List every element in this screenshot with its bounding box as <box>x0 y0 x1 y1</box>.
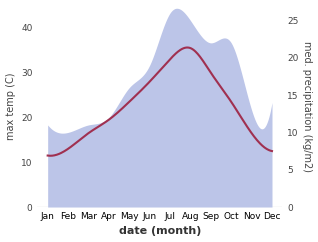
Y-axis label: max temp (C): max temp (C) <box>5 73 16 140</box>
X-axis label: date (month): date (month) <box>119 227 201 236</box>
Y-axis label: med. precipitation (kg/m2): med. precipitation (kg/m2) <box>302 41 313 172</box>
